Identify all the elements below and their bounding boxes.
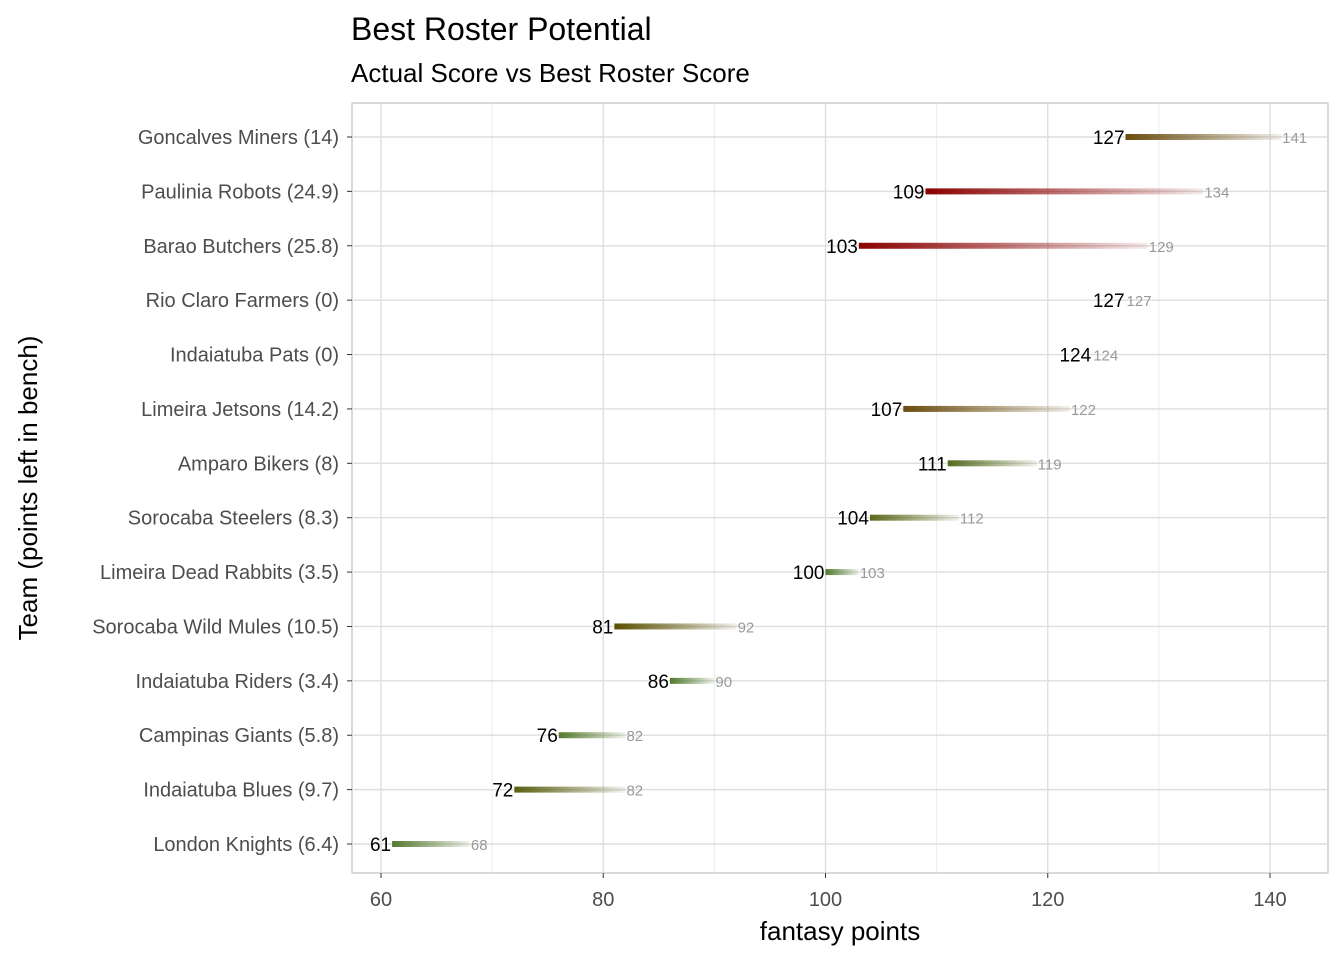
y-tick-label: Paulinia Robots (24.9) [141,181,339,203]
y-tick-label: Barao Butchers (25.8) [143,236,339,258]
actual-score-label: 72 [492,781,513,802]
score-segment [947,460,1037,467]
score-segment [1125,134,1282,140]
best-score-label: 112 [960,511,984,528]
actual-score-label: 127 [1093,128,1125,149]
x-tick-label: 100 [809,889,842,911]
best-score-label: 134 [1204,184,1229,201]
x-tick-label: 120 [1031,889,1064,911]
score-segment [614,623,737,630]
best-score-label: 82 [626,783,643,800]
score-segment [869,514,959,521]
x-axis-label: fantasy points [760,916,920,946]
actual-score-label: 127 [1093,291,1125,312]
best-score-label: 82 [626,728,643,745]
best-score-label: 141 [1282,130,1307,147]
score-segment [903,405,1070,412]
y-tick-labels: Goncalves Miners (14) Paulinia Robots (24… [92,127,339,856]
best-score-label: 129 [1149,239,1174,256]
actual-score-label: 76 [537,726,558,747]
x-tick-label: 140 [1253,889,1286,911]
y-tick-label: Indaiatuba Pats (0) [170,345,339,367]
actual-score-label: 86 [648,672,669,693]
best-score-label: 122 [1071,402,1096,419]
y-tick-label: Sorocaba Steelers (8.3) [128,508,339,530]
best-score-label: 68 [471,837,488,854]
y-tick-label: Sorocaba Wild Mules (10.5) [92,616,339,638]
y-axis-label: Team (points left in bench) [13,336,43,641]
plot-panel [351,102,1329,874]
y-tick-label: Limeira Dead Rabbits (3.5) [100,562,339,584]
score-segment [392,841,470,847]
x-tick-label: 60 [370,889,392,911]
y-tick-label: London Knights (6.4) [153,834,339,856]
y-tick-label: Campinas Giants (5.8) [139,725,339,747]
chart-subtitle: Actual Score vs Best Roster Score [351,58,750,88]
actual-score-label: 104 [837,509,869,530]
score-segment [925,188,1204,195]
score-segment [558,732,626,739]
y-tick-label: Indaiatuba Riders (3.4) [136,671,339,693]
actual-score-label: 109 [893,182,925,203]
y-tick-label: Limeira Jetsons (14.2) [141,399,339,421]
actual-score-label: 81 [592,617,613,638]
best-score-label: 90 [715,674,732,691]
chart-title: Best Roster Potential [351,11,652,47]
best-score-label: 124 [1093,348,1118,365]
actual-score-label: 124 [1059,346,1091,367]
score-segment [858,242,1148,249]
actual-score-label: 61 [370,835,391,856]
score-segment [669,677,715,684]
best-score-label: 119 [1038,456,1062,473]
x-tick-label: 80 [592,889,614,911]
actual-score-label: 111 [918,454,947,475]
score-segment [825,569,859,576]
y-tick-label: Amparo Bikers (8) [178,453,339,475]
score-segment [514,786,626,793]
actual-score-label: 100 [793,563,825,584]
best-score-label: 127 [1127,293,1152,310]
actual-score-label: 107 [871,400,903,421]
best-score-label: 92 [738,619,755,636]
y-tick-label: Rio Claro Farmers (0) [146,290,339,312]
actual-score-label: 103 [826,237,858,258]
best-score-label: 103 [860,565,885,582]
y-tick-label: Goncalves Miners (14) [138,127,339,149]
x-tick-labels: 60 80 100 120 140 [370,889,1287,911]
y-tick-label: Indaiatuba Blues (9.7) [143,780,339,802]
